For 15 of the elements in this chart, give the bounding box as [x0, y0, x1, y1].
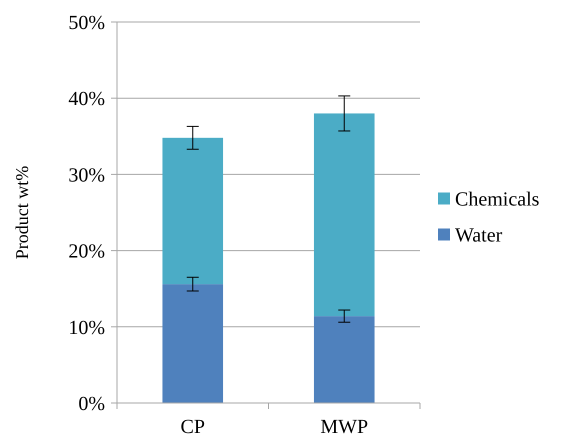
- y-tick-label: 30%: [68, 164, 105, 186]
- y-axis-title: Product wt%: [12, 166, 32, 260]
- legend-label: Chemicals: [455, 188, 540, 210]
- y-tick-label: 20%: [68, 240, 105, 263]
- legend-label: Water: [455, 224, 503, 246]
- y-tick-label: 50%: [68, 12, 105, 34]
- bar: [162, 138, 224, 284]
- bar: [314, 316, 375, 403]
- y-tick-label: 10%: [68, 316, 105, 339]
- y-tick-label: 40%: [68, 88, 105, 110]
- y-tick-label: 0%: [78, 393, 105, 415]
- x-tick-label: MWP: [320, 416, 368, 438]
- bar: [162, 284, 224, 403]
- bar: [314, 113, 375, 316]
- x-tick-label: CP: [180, 416, 205, 438]
